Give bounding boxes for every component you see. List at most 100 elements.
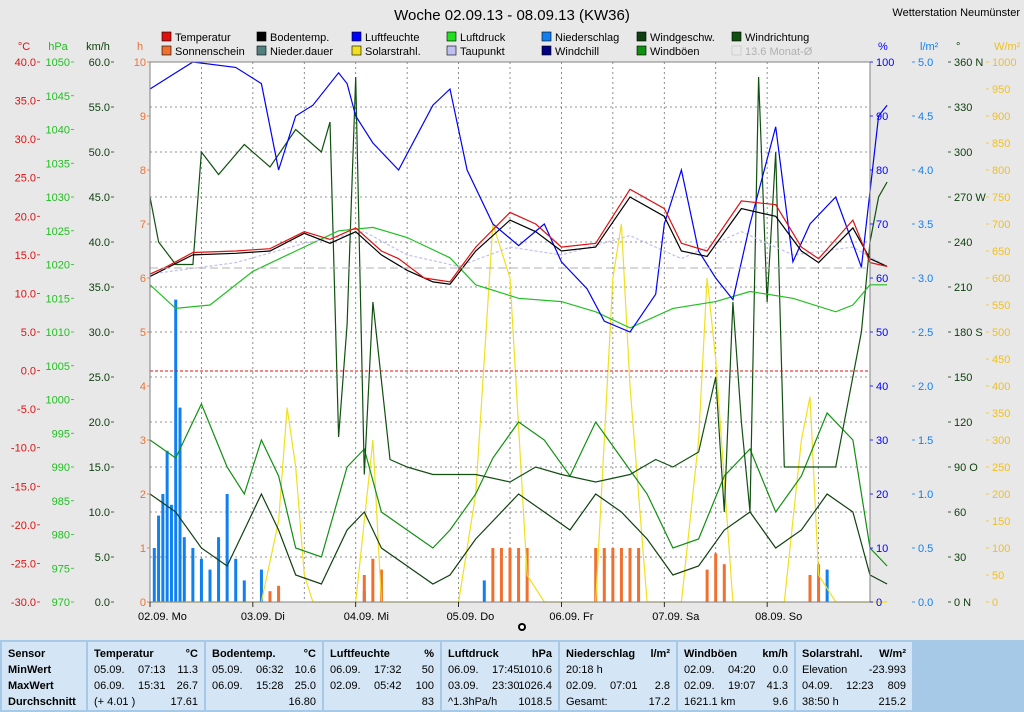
stats-cell-row: 06.09. 17:32 50 xyxy=(330,662,434,678)
axis-tick-label: 1000 xyxy=(46,395,70,407)
series-windgeschw xyxy=(149,492,888,585)
stats-cell-date: 05.09. xyxy=(94,664,125,676)
bar-niederschlag xyxy=(199,558,203,602)
legend-swatch xyxy=(256,31,267,42)
stats-cell-row: 06.09. 15:28 25.0 xyxy=(212,678,316,694)
stats-row-label: Durchschnitt xyxy=(8,696,76,708)
axis-tick-label: 90 O xyxy=(954,462,978,474)
stats-cell-date: 02.09. xyxy=(684,680,715,692)
stats-cell-row: 38:50 h 215.2 xyxy=(802,694,906,710)
bar-niederschlag xyxy=(174,299,178,602)
stats-column-header: Temperatur °C xyxy=(94,646,198,662)
bar-sonnenschein xyxy=(268,591,272,602)
stats-cell-row: 16.80 xyxy=(212,694,316,710)
legend-swatch xyxy=(161,45,172,56)
stats-column-niederschlag: Niederschlag l/m² 20:18 h 02.09. 07:01 2.8 Ges… xyxy=(560,642,676,710)
axis-tick-label: 970 xyxy=(52,597,70,609)
axis-tick-label: 2.0 xyxy=(918,381,933,393)
stats-cell-value: 50 xyxy=(421,664,434,676)
axis-tick-label: 1010 xyxy=(46,327,70,339)
bar-series xyxy=(152,299,829,602)
axis-tick-label: 180 S xyxy=(954,327,983,339)
legend-swatch xyxy=(636,45,647,56)
axis-tick-label: -5.0 xyxy=(17,404,36,416)
axis-tick-label: 40 xyxy=(876,381,888,393)
stats-cell-value: 809 xyxy=(887,680,906,692)
stats-cell-row: (+ 4.01 ) 17.61 xyxy=(94,694,198,710)
stats-cell-date: 04.09. xyxy=(802,680,833,692)
legend-label: Windgeschw. xyxy=(650,32,715,44)
stats-column-luftdruck: Luftdruck hPa 06.09. 17:45 1010.6 03.09. 23:30… xyxy=(442,642,558,710)
stats-cell-value: 26.7 xyxy=(176,680,198,692)
axis-tick-label: 70 xyxy=(876,219,888,231)
stats-column-temperatur: Temperatur °C 05.09. 07:13 11.3 06.09. 15:31 26… xyxy=(88,642,204,710)
stats-cell-time: 07:13 xyxy=(138,664,166,676)
stats-cell-date: (+ 4.01 ) xyxy=(94,696,136,708)
axis-tick-label: 350 xyxy=(992,408,1010,420)
axis-tick-label: 10.0 xyxy=(89,507,110,519)
axis-unit: hPa xyxy=(48,41,68,53)
axis-tick-label: 750 xyxy=(992,192,1010,204)
stats-cell-value: 1010.6 xyxy=(518,664,552,676)
bar-sonnenschein xyxy=(491,548,495,602)
axis-tick-label: 0 xyxy=(992,597,998,609)
axis-tick-label: 25.0 xyxy=(89,372,110,384)
legend-label: Windchill xyxy=(555,46,599,58)
legend-swatch xyxy=(636,31,647,42)
legend-swatch xyxy=(256,45,267,56)
stats-cell-row: 02.09. 05:42 100 xyxy=(330,678,434,694)
stats-column-unit: hPa xyxy=(531,648,552,660)
axis-tick-label: 7 xyxy=(140,219,146,231)
bar-sonnenschein xyxy=(362,575,366,602)
axis-tick-label: 60 xyxy=(954,507,966,519)
bar-niederschlag xyxy=(482,580,486,602)
stats-cell-time: 06:32 xyxy=(256,664,284,676)
stats-cell-time: 23:30 xyxy=(492,680,520,692)
series-luftdruck xyxy=(149,226,888,329)
bar-niederschlag xyxy=(217,537,221,602)
stats-column-unit: °C xyxy=(303,648,316,660)
axis-tick-label: 0 N xyxy=(954,597,971,609)
axis-tick-label: 3.0 xyxy=(918,273,933,285)
stats-cell-value: 1018.5 xyxy=(518,696,552,708)
axis-tick-label: 850 xyxy=(992,138,1010,150)
axis-tick-label: 1025 xyxy=(46,226,70,238)
stats-cell-date: 02.09. xyxy=(330,680,361,692)
axis-tick-label: 985 xyxy=(52,496,70,508)
weather-chart: Woche 02.09.13 - 08.09.13 (KW36) Wetters… xyxy=(10,7,1021,631)
axis-tick-label: 35.0 xyxy=(89,282,110,294)
axis-tick-label: 40.0 xyxy=(89,237,110,249)
series-luftfeuchte xyxy=(149,61,888,333)
stats-cell-value: 2.8 xyxy=(654,680,670,692)
legend-label: Windböen xyxy=(650,46,700,58)
legend-label: Nieder.dauer xyxy=(270,46,333,58)
stats-cell-date: 02.09. xyxy=(684,664,715,676)
axis-tick-label: 60.0 xyxy=(89,57,110,69)
axis-tick-label: 1015 xyxy=(46,293,70,305)
stats-cell-value: 215.2 xyxy=(878,696,906,708)
now-marker-inner xyxy=(520,625,524,629)
stats-cell-row: 02.09. 07:01 2.8 xyxy=(566,678,670,694)
legend-swatch xyxy=(446,45,457,56)
legend: Temperatur Sonnenschein Bodentemp. Nieder.d… xyxy=(161,31,813,58)
stats-cell-row: 05.09. 06:32 10.6 xyxy=(212,662,316,678)
legend-swatch xyxy=(351,45,362,56)
legend-swatch xyxy=(541,45,552,56)
axis-tick-label: 120 xyxy=(954,417,972,429)
axis-tick-label: 1040 xyxy=(46,125,70,137)
axis-tick-label: -20.0 xyxy=(11,520,36,532)
axis-tick-label: 150 xyxy=(954,372,972,384)
x-tick-label: 03.09. Di xyxy=(241,611,285,623)
stats-column-header: Solarstrahl. W/m² xyxy=(802,646,906,662)
bar-niederschlag xyxy=(242,580,246,602)
axis-tick-label: 500 xyxy=(992,327,1010,339)
axis-unit: km/h xyxy=(86,41,110,53)
axis-tick-label: 55.0 xyxy=(89,102,110,114)
bar-sonnenschein xyxy=(517,548,521,602)
legend-swatch xyxy=(161,31,172,42)
axis-tick-label: 0.5 xyxy=(918,543,933,555)
axis-unit: W/m² xyxy=(994,41,1021,53)
stats-cell-value: 9.6 xyxy=(772,696,788,708)
line-series xyxy=(149,61,888,603)
stats-column-unit: l/m² xyxy=(650,648,670,660)
